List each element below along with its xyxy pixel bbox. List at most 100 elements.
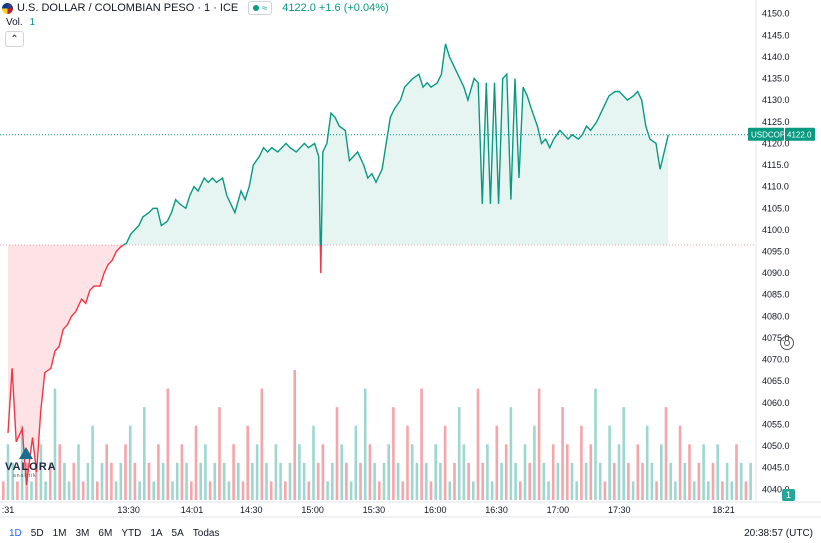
volume-bar	[744, 481, 748, 500]
x-tick-label: :31	[2, 505, 15, 515]
volume-bar	[208, 481, 212, 500]
volume-bar	[674, 481, 677, 500]
volume-bar	[406, 425, 409, 500]
volume-bar	[16, 481, 19, 500]
volume-bar	[265, 462, 268, 500]
volume-bar	[284, 481, 287, 500]
range-button-1a[interactable]: 1A	[150, 528, 163, 539]
volume-bar	[415, 462, 419, 500]
range-button-5d[interactable]: 5D	[30, 528, 44, 539]
volume-bar	[392, 407, 395, 500]
collapse-legend-button[interactable]: ⌃	[5, 31, 24, 47]
range-button-1d[interactable]: 1D	[9, 528, 22, 539]
volume-bar	[443, 425, 447, 500]
volume-bar	[34, 462, 38, 500]
price-line-down	[7, 245, 322, 486]
volume-bar	[523, 444, 527, 500]
y-tick-label: 4120.0	[762, 138, 790, 148]
volume-bar	[636, 444, 640, 500]
volume-bar	[63, 462, 66, 500]
symbol-badge-label: USDCOP	[751, 131, 785, 140]
volume-bar	[707, 481, 710, 500]
y-tick-label: 4070.0	[762, 355, 790, 365]
volume-bar	[716, 444, 719, 500]
volume-bar	[631, 481, 635, 500]
volume-bar	[650, 462, 654, 500]
volume-bar	[387, 444, 390, 500]
range-button-ytd[interactable]: YTD	[121, 528, 142, 539]
chevron-up-icon: ⌃	[10, 33, 19, 45]
volume-bar	[222, 462, 226, 500]
volume-bar	[199, 462, 202, 500]
utc-clock[interactable]: 20:38:57 (UTC)	[744, 528, 813, 539]
volume-bar	[678, 425, 682, 500]
y-tick-label: 4040.0	[762, 484, 790, 494]
volume-bar	[589, 444, 593, 500]
volume-legend[interactable]: Vol. 1	[6, 17, 35, 28]
y-tick-label: 4080.0	[762, 311, 790, 321]
y-tick-label: 4045.0	[762, 463, 790, 473]
symbol-title[interactable]: U.S. DOLLAR / COLOMBIAN PESO · 1 · ICE	[17, 2, 239, 14]
y-tick-label: 4085.0	[762, 290, 790, 300]
volume-bar	[227, 481, 231, 500]
volume-bar	[420, 388, 423, 500]
volume-bar	[378, 481, 381, 500]
volume-bar	[702, 444, 705, 500]
volume-bar	[457, 407, 461, 500]
logo-sub: analitik	[13, 473, 37, 479]
volume-bar	[246, 425, 249, 500]
volume-bar	[58, 444, 61, 500]
volume-bar	[533, 425, 536, 500]
volume-bar	[166, 388, 170, 500]
volume-bar	[77, 444, 80, 500]
volume-bar	[584, 462, 588, 500]
volume-bar	[194, 425, 198, 500]
volume-bar	[495, 425, 499, 500]
volume-bar	[213, 462, 217, 500]
volume-bar	[725, 462, 729, 500]
volume-bar	[39, 444, 43, 500]
range-button-todas[interactable]: Todas	[192, 528, 220, 539]
range-button-5a[interactable]: 5A	[171, 528, 184, 539]
volume-bar	[152, 481, 155, 500]
volume-scale-badge: 1	[782, 489, 795, 501]
volume-bar	[688, 444, 691, 500]
volume-bar	[537, 388, 541, 500]
volume-bar	[359, 462, 362, 500]
volume-bar	[2, 481, 5, 500]
volume-bar	[655, 481, 658, 500]
range-button-6m[interactable]: 6M	[98, 528, 113, 539]
volume-bar	[570, 462, 574, 500]
volume-bar	[335, 407, 339, 500]
volume-bar	[133, 462, 137, 500]
x-tick-label: 15:00	[301, 505, 324, 515]
volume-bar	[354, 425, 358, 500]
volume-bar	[321, 444, 325, 500]
x-tick-label: 18:21	[712, 505, 735, 515]
range-button-3m[interactable]: 3M	[75, 528, 90, 539]
volume-bar	[509, 407, 513, 500]
volume-bar	[598, 462, 602, 500]
volume-bar	[641, 462, 644, 500]
volume-bar	[472, 481, 475, 500]
volume-bar	[566, 444, 569, 500]
x-tick-label: 15:30	[363, 505, 386, 515]
volume-bar	[312, 425, 315, 500]
y-tick-label: 4060.0	[762, 398, 790, 408]
market-status-badge[interactable]: ≈	[248, 1, 273, 15]
y-tick-label: 4135.0	[762, 74, 790, 84]
volume-bar	[124, 444, 127, 500]
y-tick-label: 4075.0	[762, 333, 790, 343]
volume-bar	[143, 407, 146, 500]
y-tick-label: 4150.0	[762, 9, 790, 19]
settings-gear-icon[interactable]	[780, 336, 794, 350]
volume-bar	[730, 481, 734, 500]
volume-label: Vol.	[6, 17, 23, 28]
volume-bar	[241, 481, 245, 500]
y-tick-label: 4090.0	[762, 268, 790, 278]
volume-bar	[660, 444, 663, 500]
volume-bar	[237, 462, 240, 500]
volume-bar	[171, 481, 174, 500]
range-button-1m[interactable]: 1M	[52, 528, 67, 539]
